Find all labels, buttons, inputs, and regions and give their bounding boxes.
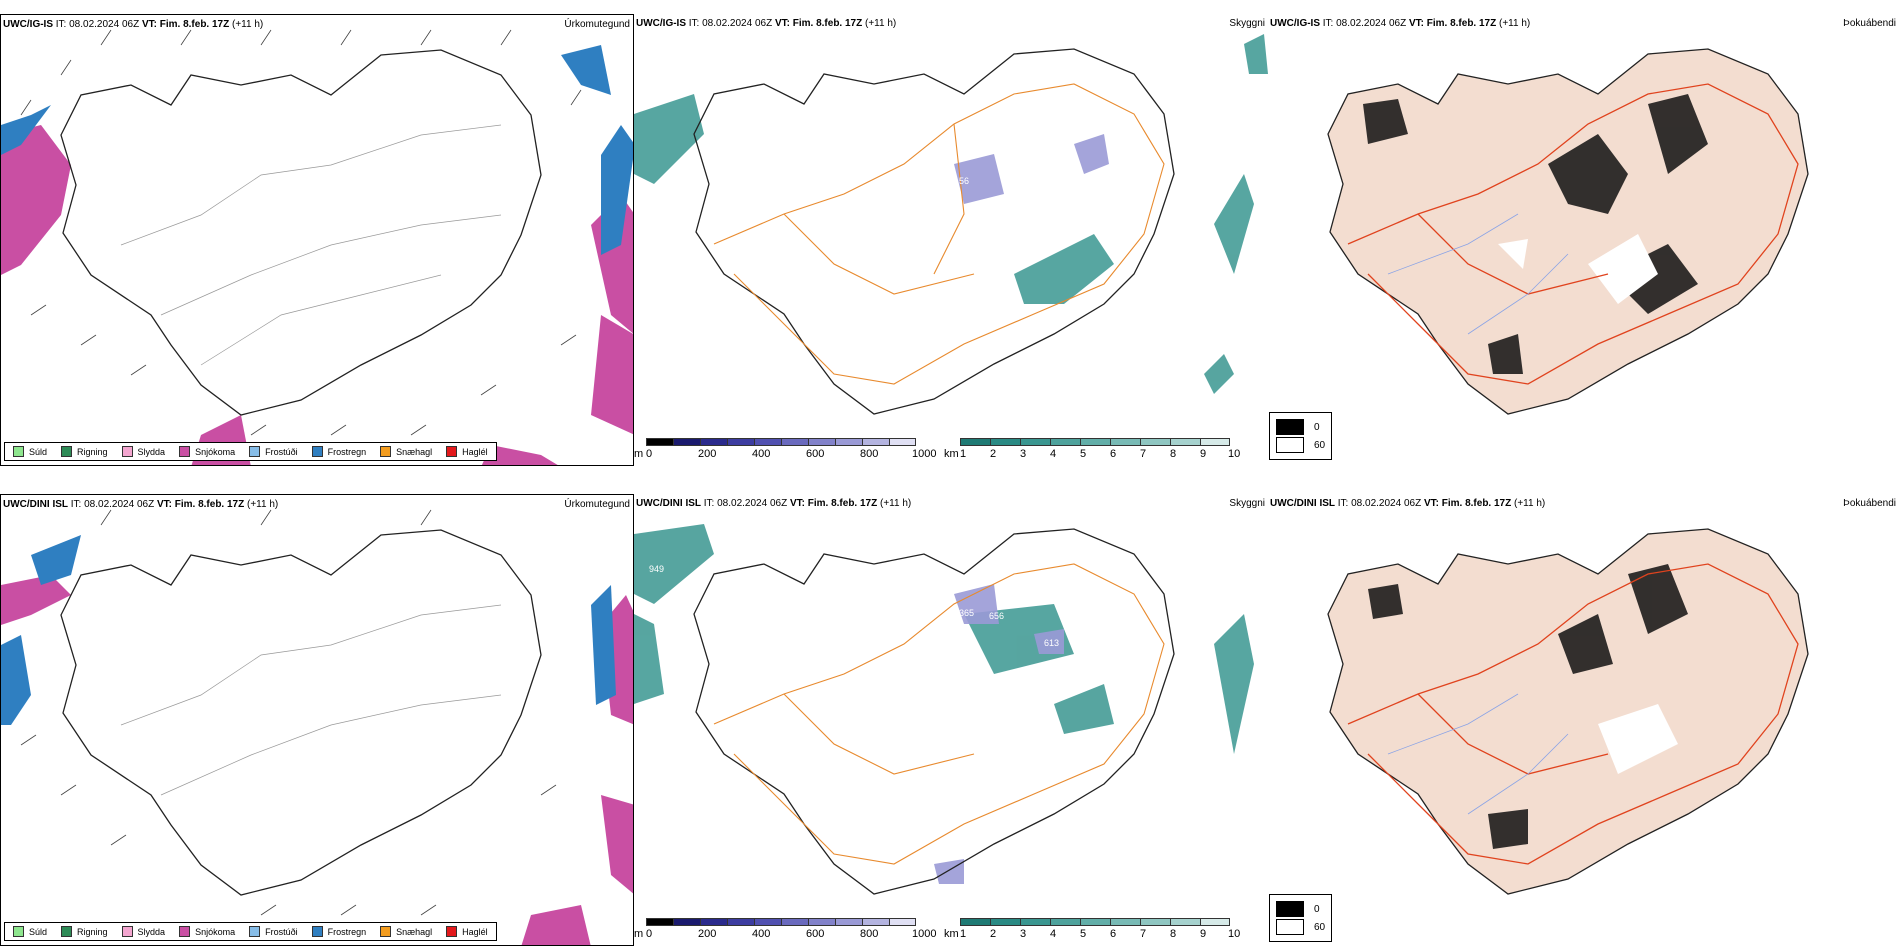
ceiling-visibility-panel-dini: 949 365 656 613 56 UWC/DINI ISL IT: 08.0… [634,494,1268,946]
map-label: 56 [959,176,969,186]
panel-header: UWC/IG-IS IT: 08.02.2024 06Z VT: Fim. 8.… [1270,18,1531,29]
panel-header: UWC/DINI ISL IT: 08.02.2024 06Z VT: Fim.… [3,499,279,510]
iceland-map [1327,48,1809,415]
ceiling-ticks: m 0 200 400 600 800 1000 [634,928,937,940]
ceiling-ticks: m 0 200 400 600 800 1000 [634,448,937,460]
iceland-map [1,509,633,945]
iceland-outline [60,49,542,416]
panel-title: Þokuábendi [1843,498,1896,509]
panel-title: Skyggni [1229,18,1265,29]
panel-header: UWC/IG-IS IT: 08.02.2024 06Z VT: Fim. 8.… [636,18,897,29]
map-label: 30 [1004,221,1014,231]
fog-index-panel-ig: UWC/IG-IS IT: 08.02.2024 06Z VT: Fim. 8.… [1268,14,1900,466]
ceiling-colorbar [646,918,916,926]
legend-swatch [380,446,392,457]
panel-title: Þokuábendi [1843,18,1896,29]
panel-title: Skyggni [1229,498,1265,509]
map-label: 642 [994,204,1009,214]
map-label: 960 [959,241,974,251]
fog-index-panel-dini: UWC/DINI ISL IT: 08.02.2024 06Z VT: Fim.… [1268,494,1900,946]
legend-swatch [446,446,458,457]
legend-swatch [61,446,73,457]
legend-swatch [249,446,261,457]
map-label: 365 [959,608,974,618]
visibility-colorbar [960,438,1230,446]
map-label: 80 [934,381,944,391]
panel-header: UWC/DINI ISL IT: 08.02.2024 06Z VT: Fim.… [636,498,912,509]
panel-title: Úrkomutegund [564,19,630,30]
legend-swatch [311,446,323,457]
panel-header: UWC/DINI ISL IT: 08.02.2024 06Z VT: Fim.… [1270,498,1546,509]
legend-swatch [121,446,133,457]
iceland-map [1,29,633,465]
map-label: 56 [964,666,974,676]
ceiling-visibility-panel-ig: 56 642 30 960 80 UWC/IG-IS IT: 08.02.202… [634,14,1268,466]
panel-title: Úrkomutegund [564,499,630,510]
visibility-ticks: km 1 2 3 4 5 6 7 8 9 10 [944,448,1241,460]
ceiling-colorbar [646,438,916,446]
legend-swatch [13,446,24,457]
panel-header: UWC/IG-IS IT: 08.02.2024 06Z VT: Fim. 8.… [3,19,264,30]
map-label: 656 [989,611,1004,621]
visibility-ticks: km 1 2 3 4 5 6 7 8 9 10 [944,928,1241,940]
visibility-colorbar [960,918,1230,926]
precip-type-legend: Súld Rigning Slydda Snjókoma Frostúði Fr… [4,442,497,461]
iceland-map: 56 642 30 960 80 [634,34,1268,415]
iceland-map: 949 365 656 613 56 [634,524,1254,895]
fog-legend: 0 60 [1269,412,1333,460]
map-label: 949 [649,564,664,574]
iceland-map [1327,528,1809,895]
precip-type-legend: Súld Rigning Slydda Snjókoma Frostúði Fr… [4,922,497,941]
precip-type-panel-dini: UWC/DINI ISL IT: 08.02.2024 06Z VT: Fim.… [0,494,634,946]
map-label: 613 [1044,638,1059,648]
precip-type-panel-ig: UWC/IG-IS IT: 08.02.2024 06Z VT: Fim. 8.… [0,14,634,466]
fog-legend: 0 60 [1269,894,1333,942]
legend-swatch [179,446,191,457]
